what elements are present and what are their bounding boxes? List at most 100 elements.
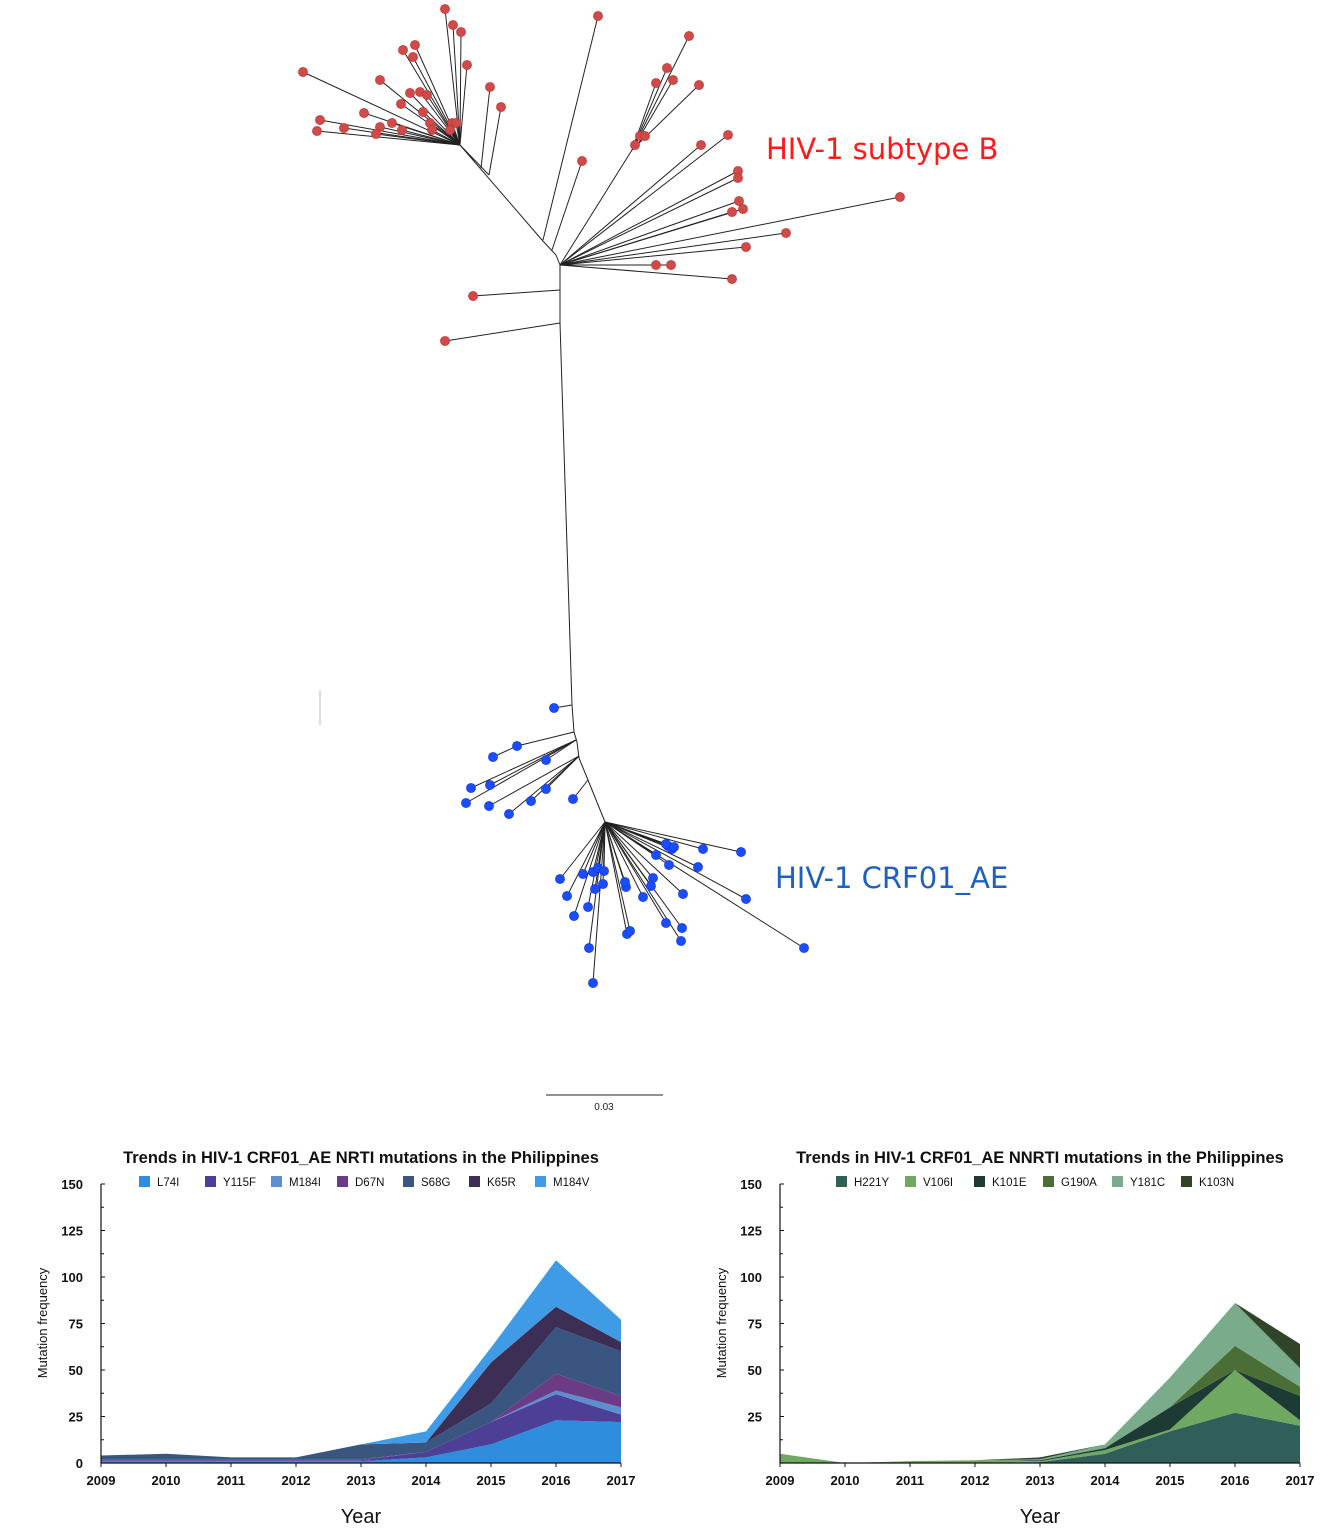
tree-leaf-node [375, 75, 385, 85]
x-tick-label: 2014 [412, 1473, 442, 1488]
tree-branch [488, 106, 502, 176]
tree-leaf-node [410, 40, 420, 50]
tree-branch [401, 129, 461, 146]
tree-leaf-node [456, 27, 466, 37]
tree-branch [559, 149, 633, 266]
tree-branch [470, 739, 577, 789]
tree-leaf-node [741, 242, 751, 252]
y-tick-label: 25 [69, 1410, 83, 1425]
tree-leaf-node [512, 741, 522, 751]
tree-leaf-node [526, 796, 536, 806]
legend-label: K65R [487, 1177, 516, 1189]
y-tick-label: 150 [61, 1177, 83, 1192]
tree-leaf-node [569, 911, 579, 921]
legend-label: L74I [157, 1177, 179, 1189]
tree-leaf-node [651, 260, 661, 270]
tree-branch [480, 86, 491, 169]
tree-branch [631, 82, 657, 151]
tree-leaf-node [462, 60, 472, 70]
x-tick-label: 2016 [542, 1473, 571, 1488]
tree-leaf-node [397, 125, 407, 135]
tree-leaf-node [696, 140, 706, 150]
tree-branch [422, 111, 461, 146]
tree-leaf-node [541, 755, 551, 765]
tree-leaf-node [440, 336, 450, 346]
tree-branch [604, 821, 683, 929]
area-m184v [101, 1260, 621, 1458]
tree-branch [604, 821, 699, 868]
tree-branch [472, 289, 561, 297]
tree-leaf-node [620, 877, 630, 887]
legend-label: V106I [923, 1177, 953, 1189]
y-tick-label: 0 [76, 1456, 83, 1471]
x-tick-label: 2009 [766, 1473, 795, 1488]
y-tick-label: 25 [748, 1410, 762, 1425]
clade-label-subtype-b: HIV-1 subtype B [766, 132, 999, 166]
tree-branch [571, 704, 575, 733]
tree-leaf-node [648, 873, 658, 883]
tree-leaf-node [504, 809, 514, 819]
tree-branch [545, 755, 580, 790]
tree-leaf-node [694, 80, 704, 90]
y-tick-label: 50 [69, 1363, 83, 1378]
tree-leaf-node [593, 11, 603, 21]
tree-leaf-node [422, 90, 432, 100]
tree-branch [587, 779, 606, 823]
tree-leaf-node [698, 844, 708, 854]
tree-leaf-node [468, 291, 478, 301]
tree-branch [542, 15, 599, 241]
tree-leaf-node [541, 784, 551, 794]
tree-branch [576, 741, 580, 759]
tree-leaf-node [387, 118, 397, 128]
tree-branch [551, 160, 583, 251]
x-tick-label: 2011 [217, 1473, 245, 1488]
tree-branch [604, 821, 805, 949]
tree-leaf-node [677, 923, 687, 933]
tree-branch [559, 322, 573, 706]
tree-branch [316, 130, 461, 146]
tree-leaf-node [359, 108, 369, 118]
tree-leaf-node [461, 798, 471, 808]
tree-leaf-node [651, 850, 661, 860]
tree-leaf-node [448, 20, 458, 30]
legend-swatch-l74i [139, 1176, 150, 1187]
clade-label-crf01-ae: HIV-1 CRF01_AE [775, 861, 1009, 895]
tree-leaf-node [590, 884, 600, 894]
tree-branch [631, 35, 690, 151]
tree-leaf-node [445, 125, 455, 135]
x-tick-label: 2009 [87, 1473, 116, 1488]
tree-leaf-node [578, 869, 588, 879]
tree-branch [559, 170, 739, 266]
tree-branch [573, 731, 578, 743]
tree-leaf-node [418, 107, 428, 117]
y-axis-label: Mutation frequency [35, 1267, 50, 1378]
x-tick-label: 2015 [1156, 1473, 1185, 1488]
tree-leaf-node [741, 894, 751, 904]
tree-leaf-node [577, 156, 587, 166]
tree-branch [559, 246, 747, 266]
legend-swatch-v106i [905, 1176, 916, 1187]
tree-leaf-node [693, 862, 703, 872]
x-tick-label: 2014 [1091, 1473, 1121, 1488]
tree-leaves [298, 4, 905, 988]
tree-branch [566, 821, 606, 897]
legend-swatch-y181c [1112, 1176, 1123, 1187]
legend-label: H221Y [854, 1177, 889, 1189]
tree-branch [459, 144, 543, 241]
area-y181c [780, 1303, 1300, 1463]
tree-leaf-node [661, 918, 671, 928]
tree-leaf-node [405, 88, 415, 98]
tree-leaf-node [451, 118, 461, 128]
area-m184i [101, 1390, 621, 1461]
x-axis-label: Year [1020, 1506, 1061, 1528]
tree-leaf-node [485, 82, 495, 92]
tree-leaf-node [662, 63, 672, 73]
legend-label: K101E [992, 1177, 1027, 1189]
y-tick-label: 50 [748, 1363, 762, 1378]
tree-branch [559, 196, 901, 266]
tree-leaf-node [371, 129, 381, 139]
tree-branch [559, 134, 729, 266]
tree-leaf-node [733, 173, 743, 183]
tree-branch [444, 322, 561, 342]
tree-branch [459, 64, 468, 146]
